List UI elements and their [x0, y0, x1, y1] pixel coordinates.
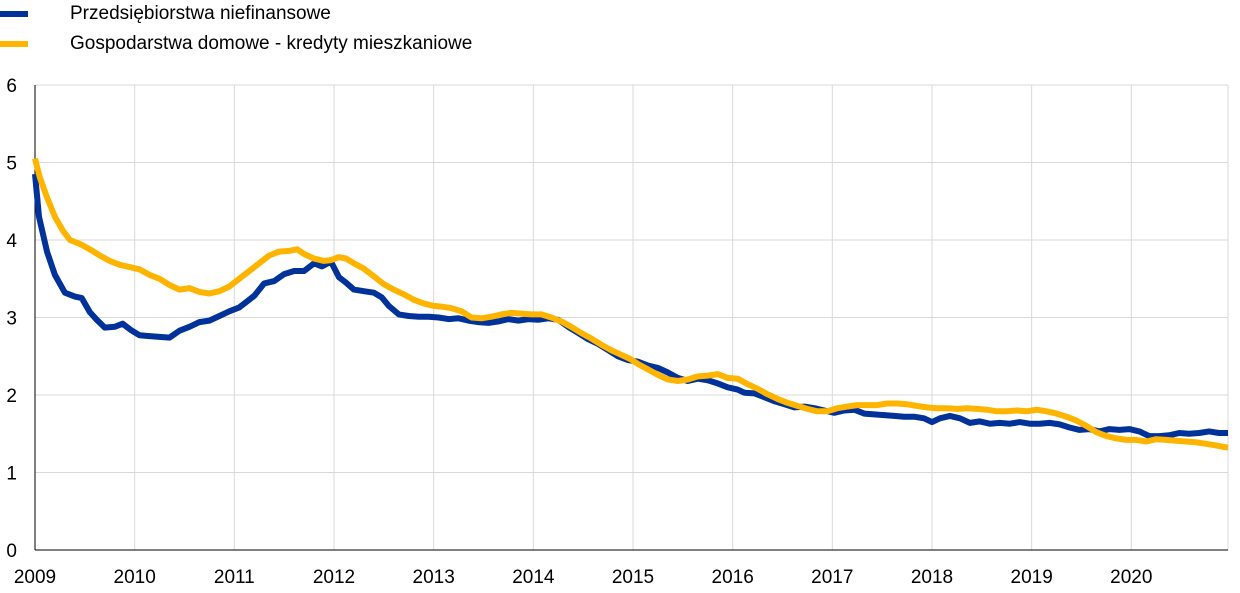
x-tick-label-2015: 2015 — [612, 567, 654, 588]
legend-label-series-1: Przedsiębiorstwa niefinansowe — [70, 3, 331, 24]
series-lines — [32, 157, 1229, 451]
x-tick-label-2009: 2009 — [14, 567, 56, 588]
legend-swatch-series-2 — [0, 41, 28, 47]
y-tick-label-0: 0 — [6, 541, 17, 562]
x-tick-label-2019: 2019 — [1011, 567, 1053, 588]
gridlines — [34, 84, 1229, 550]
y-tick-label-3: 3 — [6, 309, 17, 330]
legend-swatch-series-1 — [0, 11, 28, 17]
y-tick-label-6: 6 — [6, 76, 17, 97]
y-tick-label-4: 4 — [6, 231, 17, 252]
x-tick-labels: 2009 2010 2011 2012 2013 2014 2015 2016 2017 2018… — [14, 567, 1153, 588]
y-tick-label-1: 1 — [6, 464, 17, 485]
x-tick-label-2020: 2020 — [1110, 567, 1152, 588]
x-tick-label-2011: 2011 — [214, 567, 255, 588]
x-tick-label-2017: 2017 — [811, 567, 853, 588]
y-tick-label-5: 5 — [6, 154, 17, 175]
x-tick-label-2018: 2018 — [911, 567, 953, 588]
series-line-1 — [32, 173, 1228, 440]
x-tick-label-2013: 2013 — [413, 567, 455, 588]
legend-label-series-2: Gospodarstwa domowe - kredyty mieszkanio… — [70, 33, 473, 54]
x-tick-label-2016: 2016 — [712, 567, 754, 588]
x-tick-label-2014: 2014 — [512, 567, 555, 588]
x-tick-label-2010: 2010 — [114, 567, 156, 588]
series-line-2 — [32, 157, 1229, 451]
y-tick-label-2: 2 — [6, 386, 17, 407]
y-tick-labels: 0 1 2 3 4 5 6 — [6, 76, 17, 562]
x-tick-label-2012: 2012 — [313, 567, 355, 588]
